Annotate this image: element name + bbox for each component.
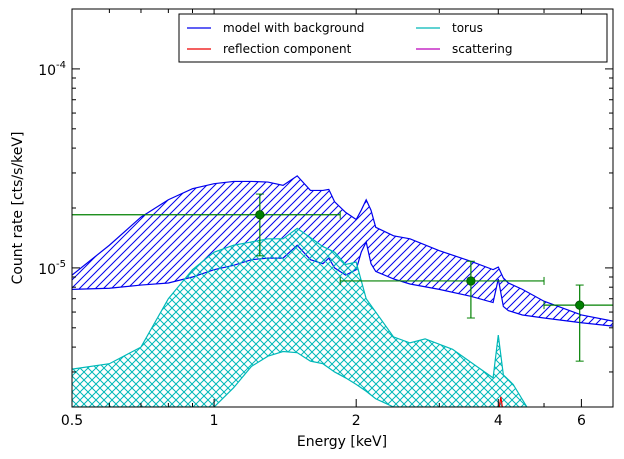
series-lower-line-1 xyxy=(72,350,527,407)
legend-label: reflection component xyxy=(223,42,352,56)
x-tick-label: 0.5 xyxy=(61,413,83,429)
data-point-0 xyxy=(72,193,341,257)
legend-label: scattering xyxy=(452,42,513,56)
series-upper-line-1 xyxy=(72,227,528,407)
plot-area xyxy=(72,175,613,407)
legend-frame xyxy=(178,13,608,63)
data-point-2 xyxy=(543,284,613,362)
x-tick-label: 4 xyxy=(494,413,503,429)
series-fills xyxy=(72,175,613,407)
data-marker xyxy=(255,210,265,220)
x-tick-label: 6 xyxy=(577,413,586,429)
x-tick-label: 2 xyxy=(352,413,361,429)
y-tick-label: 10-4 xyxy=(38,60,66,79)
series-upper-line-0 xyxy=(72,175,613,322)
data-marker xyxy=(575,300,585,310)
x-tick-label: 1 xyxy=(210,413,219,429)
data-point-1 xyxy=(339,260,545,319)
series-upper-line-2 xyxy=(498,396,503,407)
x-axis-label: Energy [keV] xyxy=(297,434,387,450)
x-axis-ticks: 0.5 1 2 4 6 xyxy=(61,9,614,429)
y-tick-label: 10-5 xyxy=(38,259,66,278)
data-errorbars xyxy=(72,193,613,362)
data-marker xyxy=(466,276,476,286)
legend: model with background torus reflection com… xyxy=(178,13,608,63)
series-band-0 xyxy=(72,175,613,327)
y-axis-ticks: 10-5 10-4 xyxy=(38,60,613,373)
series-band-1 xyxy=(72,228,527,407)
legend-label: torus xyxy=(452,21,483,35)
y-axis-label: Count rate [cts/s/keV] xyxy=(10,132,26,285)
legend-label: model with background xyxy=(223,21,364,35)
